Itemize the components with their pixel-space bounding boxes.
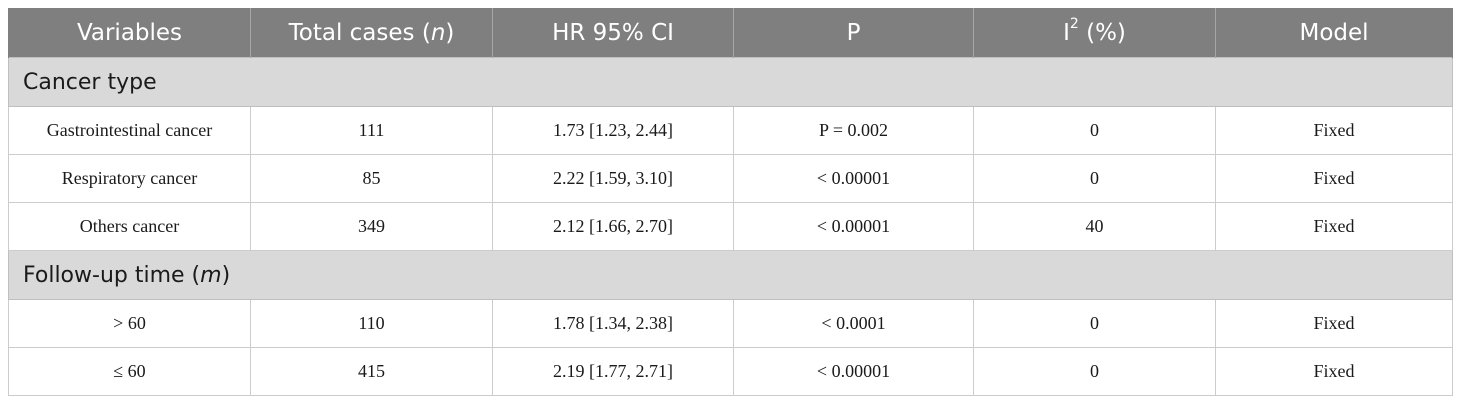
cell-model: Fixed xyxy=(1215,347,1453,396)
section-title: Cancer type xyxy=(8,57,1453,107)
cell-hr: 1.73 [1.23, 2.44] xyxy=(492,106,734,155)
table-row: Others cancer 349 2.12 [1.66, 2.70] < 0.… xyxy=(8,202,1453,251)
table-row: > 60 110 1.78 [1.34, 2.38] < 0.0001 0 Fi… xyxy=(8,299,1453,348)
header-hr-label: HR 95% CI xyxy=(552,19,674,46)
cell-p: < 0.0001 xyxy=(733,299,974,348)
header-p: P xyxy=(733,8,974,58)
header-model: Model xyxy=(1215,8,1453,58)
header-p-label: P xyxy=(846,19,861,46)
cell-hr: 2.12 [1.66, 2.70] xyxy=(492,202,734,251)
cell-p: < 0.00001 xyxy=(733,202,974,251)
header-hr: HR 95% CI xyxy=(492,8,734,58)
section-title-text: Cancer type xyxy=(23,69,157,95)
cell-hr: 2.22 [1.59, 3.10] xyxy=(492,154,734,203)
section-row: Cancer type xyxy=(8,57,1453,107)
cell-variable: ≤ 60 xyxy=(8,347,251,396)
table-row: Respiratory cancer 85 2.22 [1.59, 3.10] … xyxy=(8,154,1453,203)
cell-i2: 40 xyxy=(973,202,1216,251)
cell-model: Fixed xyxy=(1215,154,1453,203)
cell-total: 111 xyxy=(250,106,493,155)
table-container: Variables Total cases (n) HR 95% CI P I2… xyxy=(8,8,1453,396)
table-body: Cancer type Gastrointestinal cancer 111 … xyxy=(8,57,1453,396)
results-table: Variables Total cases (n) HR 95% CI P I2… xyxy=(8,8,1453,396)
section-title: Follow-up time (m) xyxy=(8,250,1453,300)
cell-variable: > 60 xyxy=(8,299,251,348)
cell-total: 110 xyxy=(250,299,493,348)
cell-total: 415 xyxy=(250,347,493,396)
cell-p: < 0.00001 xyxy=(733,347,974,396)
cell-i2: 0 xyxy=(973,106,1216,155)
table-row: ≤ 60 415 2.19 [1.77, 2.71] < 0.00001 0 F… xyxy=(8,347,1453,396)
header-total-cases: Total cases (n) xyxy=(250,8,493,58)
cell-i2: 0 xyxy=(973,299,1216,348)
cell-i2: 0 xyxy=(973,154,1216,203)
cell-variable: Others cancer xyxy=(8,202,251,251)
header-total-cases-unit: n xyxy=(430,19,446,46)
cell-total: 349 xyxy=(250,202,493,251)
cell-hr: 1.78 [1.34, 2.38] xyxy=(492,299,734,348)
section-title-text: Follow-up time xyxy=(23,262,185,288)
cell-variable: Gastrointestinal cancer xyxy=(8,106,251,155)
cell-p: P = 0.002 xyxy=(733,106,974,155)
header-i2: I2 (%) xyxy=(973,8,1216,58)
header-variables: Variables xyxy=(8,8,251,58)
header-i2-base: I xyxy=(1063,19,1070,46)
cell-p: < 0.00001 xyxy=(733,154,974,203)
cell-model: Fixed xyxy=(1215,106,1453,155)
section-row: Follow-up time (m) xyxy=(8,250,1453,300)
cell-total: 85 xyxy=(250,154,493,203)
cell-i2: 0 xyxy=(973,347,1216,396)
table-row: Gastrointestinal cancer 111 1.73 [1.23, … xyxy=(8,106,1453,155)
header-i2-sup: 2 xyxy=(1069,15,1079,32)
header-row: Variables Total cases (n) HR 95% CI P I2… xyxy=(8,8,1453,58)
cell-model: Fixed xyxy=(1215,202,1453,251)
cell-hr: 2.19 [1.77, 2.71] xyxy=(492,347,734,396)
header-total-cases-label: Total cases xyxy=(288,19,415,46)
header-variables-label: Variables xyxy=(76,19,183,46)
header-model-label: Model xyxy=(1299,19,1369,46)
cell-variable: Respiratory cancer xyxy=(8,154,251,203)
table-header: Variables Total cases (n) HR 95% CI P I2… xyxy=(8,8,1453,58)
section-title-unit: m xyxy=(200,262,222,288)
cell-model: Fixed xyxy=(1215,299,1453,348)
header-i2-rest: (%) xyxy=(1086,19,1126,46)
